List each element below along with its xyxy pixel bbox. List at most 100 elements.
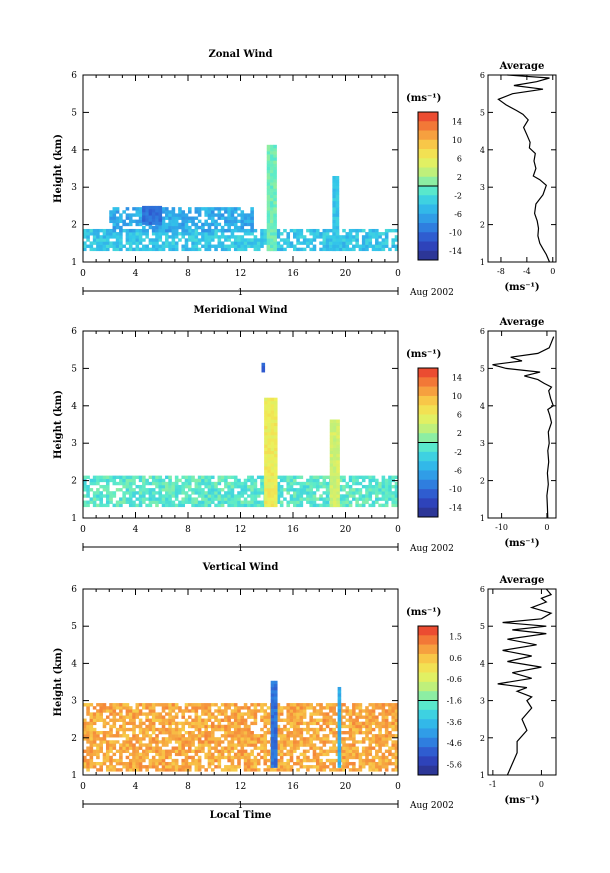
heatmap-cell xyxy=(132,494,136,498)
heatmap-cell xyxy=(286,491,291,495)
heatmap-cell xyxy=(312,712,317,716)
heatmap-cell xyxy=(237,765,241,769)
heatmap-cell xyxy=(201,500,205,504)
heatmap-cell xyxy=(384,724,389,729)
heatmap-cell xyxy=(233,478,238,483)
heatmap-cell xyxy=(135,222,140,227)
heatmap-cell xyxy=(148,743,153,747)
heatmap-cell xyxy=(128,752,133,757)
heatmap-cell xyxy=(220,752,225,757)
heatmap-cell xyxy=(306,484,310,489)
heatmap-cell xyxy=(253,491,258,495)
heatmap-cell xyxy=(273,693,278,697)
heatmap-cell xyxy=(253,746,258,750)
heatmap-cell xyxy=(214,488,218,492)
heatmap-cell xyxy=(138,712,143,716)
heatmap-cell xyxy=(365,737,369,741)
heatmap-cell xyxy=(230,232,235,236)
heatmap-cell xyxy=(86,746,90,750)
heatmap-cell xyxy=(181,761,186,766)
heatmap-cell xyxy=(337,708,342,713)
y-tick-label: 3 xyxy=(71,183,77,193)
heatmap-cell xyxy=(230,721,235,726)
heatmap-cell xyxy=(270,244,274,248)
heatmap-cell xyxy=(214,219,218,224)
heatmap-cell xyxy=(233,730,238,735)
heatmap-cell xyxy=(158,205,163,210)
heatmap-cell xyxy=(86,730,90,735)
heatmap-cell xyxy=(306,724,310,729)
heatmap-cell xyxy=(384,727,389,732)
heatmap-cell xyxy=(184,225,189,230)
heatmap-cell xyxy=(210,494,215,498)
heatmap-cell xyxy=(293,715,297,719)
heatmap-cell xyxy=(230,488,235,492)
heatmap-cell xyxy=(335,179,340,183)
heatmap-cell xyxy=(151,721,156,726)
heatmap-cell xyxy=(264,431,268,436)
heatmap-cell xyxy=(155,225,159,230)
heatmap-cell xyxy=(145,746,149,750)
heatmap-cell xyxy=(119,724,123,729)
heatmap-cell xyxy=(155,244,159,248)
heatmap-cell xyxy=(151,241,156,245)
heatmap-cell xyxy=(329,422,334,427)
heatmap-cell xyxy=(191,241,195,245)
heatmap-cell xyxy=(250,225,254,230)
heatmap-cell xyxy=(256,491,261,495)
heatmap-cell xyxy=(240,235,245,239)
heatmap-cell xyxy=(368,228,373,233)
heatmap-cell xyxy=(96,232,100,236)
heatmap-cell xyxy=(128,216,133,220)
heatmap-cell xyxy=(276,491,281,495)
heatmap-cell xyxy=(253,484,258,489)
heatmap-cell xyxy=(204,740,208,744)
heatmap-cell xyxy=(105,228,110,233)
heatmap-cell xyxy=(309,740,313,744)
heatmap-cell xyxy=(188,475,192,480)
heatmap-cell xyxy=(273,407,278,411)
colorbar-swatch xyxy=(418,414,438,425)
heatmap-cell xyxy=(194,216,199,220)
heatmap-cell xyxy=(161,232,166,236)
heatmap-cell xyxy=(266,210,271,214)
heatmap-cell xyxy=(142,232,146,236)
colorbar-swatch xyxy=(418,728,438,739)
heatmap-cell xyxy=(253,706,258,710)
colorbar-swatch xyxy=(418,130,438,141)
heatmap-cell xyxy=(368,730,373,735)
heatmap-cell xyxy=(125,228,130,233)
heatmap-cell xyxy=(368,737,373,741)
heatmap-cell xyxy=(224,737,228,741)
heatmap-cell xyxy=(184,718,189,722)
heatmap-cell xyxy=(207,491,212,495)
heatmap-cell xyxy=(270,696,275,700)
heatmap-cell xyxy=(207,765,212,769)
heatmap-cell xyxy=(233,746,238,750)
heatmap-cell xyxy=(119,241,123,245)
heatmap-cell xyxy=(371,734,376,738)
heatmap-cell xyxy=(329,244,333,248)
heatmap-cell xyxy=(92,749,97,753)
heatmap-cell xyxy=(381,475,386,480)
heatmap-cell xyxy=(142,478,146,483)
heatmap-cell xyxy=(83,247,87,252)
heatmap-cell xyxy=(309,503,313,508)
heatmap-cell xyxy=(348,737,353,741)
heatmap-cell xyxy=(337,696,342,700)
heatmap-cell xyxy=(391,503,396,508)
heatmap-cell xyxy=(286,768,291,772)
heatmap-cell xyxy=(204,724,208,729)
heatmap-cell xyxy=(266,188,271,192)
heatmap-cell xyxy=(125,475,130,480)
heatmap-cell xyxy=(270,491,275,495)
heatmap-cell xyxy=(184,241,189,245)
heatmap-cell xyxy=(230,755,235,760)
heatmap-cell xyxy=(125,238,130,242)
heatmap-cell xyxy=(306,500,310,504)
heatmap-cell xyxy=(250,768,254,772)
heatmap-cell xyxy=(273,497,278,501)
heatmap-cell xyxy=(312,247,317,252)
heatmap-cell xyxy=(178,752,182,757)
heatmap-cell xyxy=(125,746,130,750)
